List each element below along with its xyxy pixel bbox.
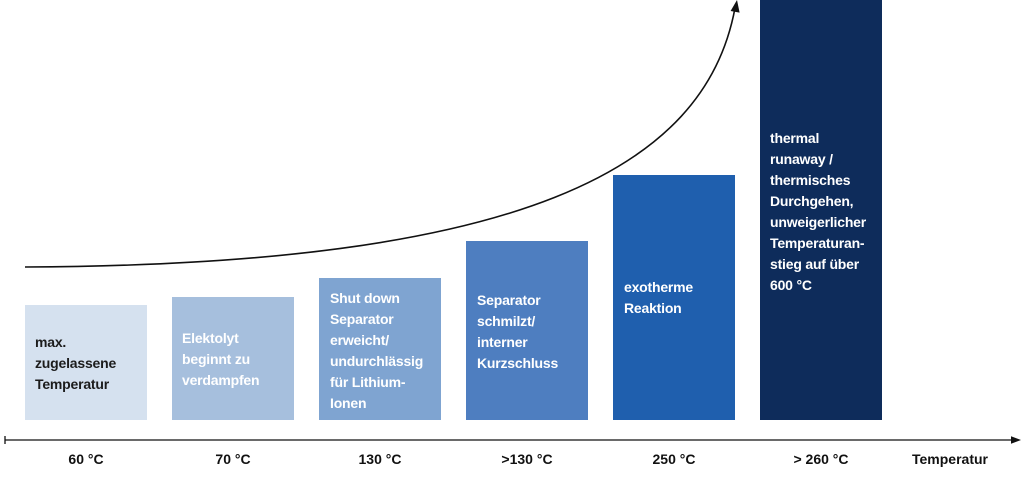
- stage-text-line: Temperatur: [35, 376, 109, 392]
- stage-text-line: für Lithium-: [330, 374, 406, 390]
- stage-box-6: thermal runaway / thermisches Durchgehen, un…: [760, 0, 882, 420]
- stage-text-line: max.: [35, 334, 67, 350]
- stage-text-line: Elektolyt: [182, 330, 239, 346]
- stage-text-line: thermal: [770, 130, 820, 146]
- stage-text-line: zugelassene: [35, 355, 117, 371]
- axis-tick-label: 60 °C: [68, 451, 104, 467]
- axis-tick-label: >130 °C: [501, 451, 553, 467]
- stage-text-line: Durchgehen,: [770, 193, 854, 209]
- stage-text-line: Separator: [477, 292, 541, 308]
- stage-text-line: runaway /: [770, 151, 833, 167]
- stage-text-line: 600 °C: [770, 277, 812, 293]
- stage-box-5: exotherme Reaktion: [613, 175, 735, 420]
- stage-box-1: max. zugelassene Temperatur: [25, 305, 147, 420]
- stage-text-line: undurchlässig: [330, 353, 424, 369]
- axis-label: Temperatur: [912, 451, 988, 467]
- stage-text-line: verdampfen: [182, 372, 260, 388]
- stage-text-line: thermisches: [770, 172, 851, 188]
- stage-text-line: Separator: [330, 311, 394, 327]
- stage-text-line: Shut down: [330, 290, 400, 306]
- curve-arrowhead: [730, 0, 740, 13]
- axis-tick-label: 250 °C: [652, 451, 696, 467]
- axis-tick-label: 70 °C: [215, 451, 251, 467]
- axis-arrowhead: [1011, 436, 1021, 444]
- stage-text-line: erweicht/: [330, 332, 389, 348]
- stage-text-line: Ionen: [330, 395, 367, 411]
- stage-box-3: Shut down Separator erweicht/undurchlässig…: [319, 278, 441, 420]
- stage-text-line: unweigerlicher: [770, 214, 867, 230]
- stage-text-line: Kurzschluss: [477, 355, 559, 371]
- axis-tick-label: > 260 °C: [793, 451, 849, 467]
- stage-text-line: beginnt zu: [182, 351, 250, 367]
- stage-text-line: interner: [477, 334, 528, 350]
- stage-text-line: exotherme: [624, 279, 694, 295]
- stage-text-line: Temperaturan-: [770, 235, 865, 251]
- stage-text-line: Reaktion: [624, 300, 682, 316]
- axis-tick-label: 130 °C: [358, 451, 402, 467]
- stage-box-4: Separator schmilzt/interner Kurzschluss: [466, 241, 588, 420]
- stage-text-line: stieg auf über: [770, 256, 859, 272]
- stage-box-2: Elektolyt beginnt zu verdampfen: [172, 297, 294, 420]
- stage-text-line: schmilzt/: [477, 313, 536, 329]
